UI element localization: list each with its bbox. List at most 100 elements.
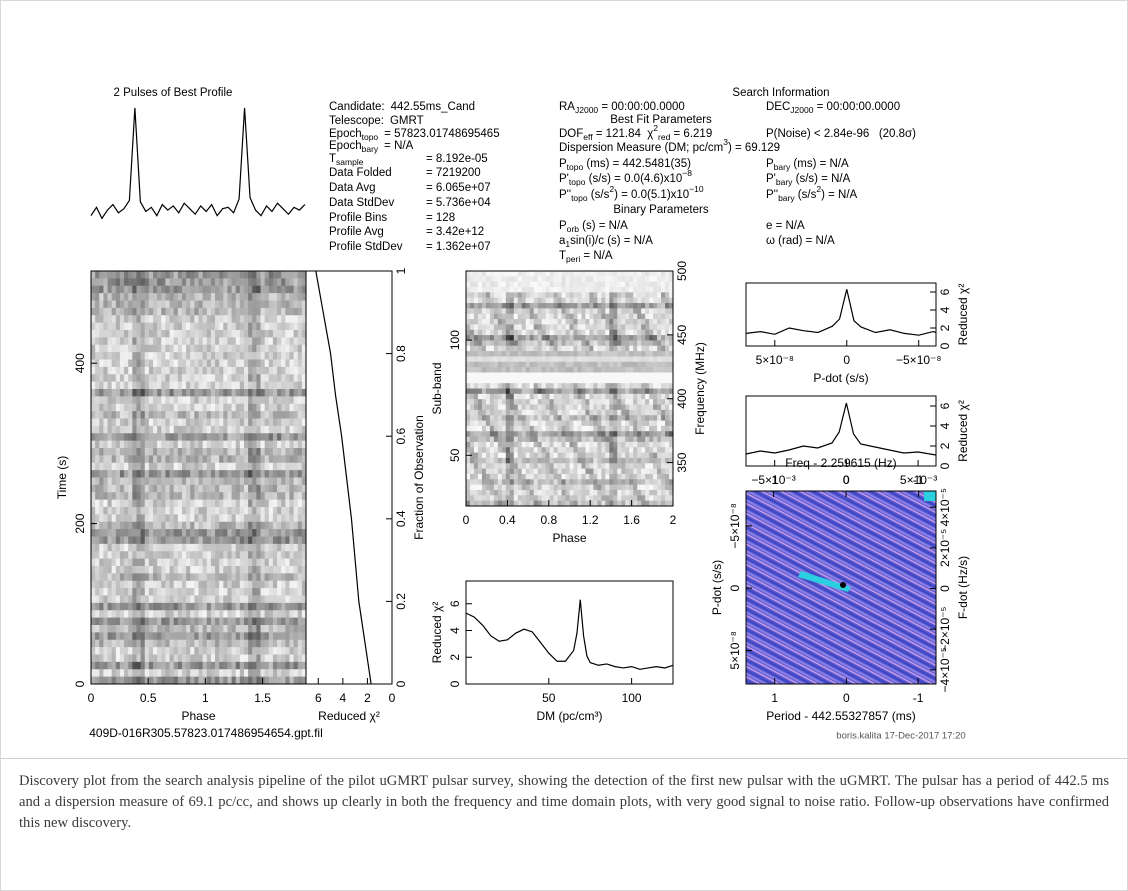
pixel [285,367,290,375]
pixel [91,278,96,286]
pixel [534,319,538,325]
pixel [597,415,601,421]
pixel [252,323,257,331]
pixel [645,282,649,288]
pixel [108,507,113,515]
pixel [149,677,154,685]
pixel [223,301,228,309]
pixel [203,360,208,368]
pixel [609,314,613,320]
pixel [211,337,216,345]
pixel [281,470,286,478]
pixel [273,559,278,567]
pixel [514,324,518,330]
pixel [645,319,649,325]
pixel [190,278,195,286]
pixel [215,514,220,522]
pixel [470,282,474,288]
pixel [190,603,195,611]
pixel [637,292,641,298]
pixel [605,437,609,443]
pixel [566,389,570,395]
pixel [186,603,191,611]
pixel [289,500,294,508]
pixel [502,362,506,368]
pixel [240,500,245,508]
pixel [593,421,597,427]
pixel [132,537,137,545]
info-text: P(Noise) < 2.84e-96 (20.8σ) [766,128,916,140]
pixel [566,431,570,437]
pixel [573,324,577,330]
pixel [215,315,220,323]
pixel [534,346,538,352]
pixel [649,453,653,459]
pixel [277,647,282,655]
pixel [601,330,605,336]
pixel [116,411,121,419]
pixel [494,447,498,453]
pixel [108,323,113,331]
pixel [665,437,669,443]
pixel [294,640,299,648]
pixel [165,662,170,670]
pixel [601,372,605,378]
pixel [136,632,141,640]
pixel [194,433,199,441]
pixel [157,522,162,530]
pixel [203,588,208,596]
pixel [617,303,621,309]
pixel [530,351,534,357]
pixel [621,437,625,443]
pixel [199,293,204,301]
pixel [546,292,550,298]
pixel [108,360,113,368]
pixel [522,351,526,357]
pixel [215,596,220,604]
pixel [649,463,653,469]
pixel [132,271,137,279]
pixel [136,662,141,670]
pixel [665,410,669,416]
pixel [203,529,208,537]
pixel [91,367,96,375]
pixel [157,374,162,382]
pixel [506,324,510,330]
pixel [116,507,121,515]
pixel [141,507,146,515]
pixel [265,566,270,574]
pixel [605,394,609,400]
pixel [281,625,286,633]
pixel [657,292,661,298]
pixel [281,618,286,626]
pixel [506,372,510,378]
pixel [625,372,629,378]
pixel [178,337,183,345]
pixel [506,282,510,288]
pixel [95,507,100,515]
pixel [570,271,574,277]
pixel [601,410,605,416]
pixel [194,367,199,375]
pixel [108,308,113,316]
pixel [128,566,133,574]
pixel [298,514,303,522]
pixel [506,276,510,282]
pixel [252,293,257,301]
pixel [178,537,183,545]
pixel [108,463,113,471]
pixel [474,292,478,298]
pixel [194,537,199,545]
pixel [219,286,224,294]
pixel [613,351,617,357]
y-tick-label: 400 [73,353,87,373]
pixel [141,662,146,670]
pixel [273,522,278,530]
pixel [116,345,121,353]
pixel [542,383,546,389]
pixel [174,337,179,345]
pixel [124,441,129,449]
pixel [227,470,232,478]
pixel [538,308,542,314]
pixel [112,455,117,463]
